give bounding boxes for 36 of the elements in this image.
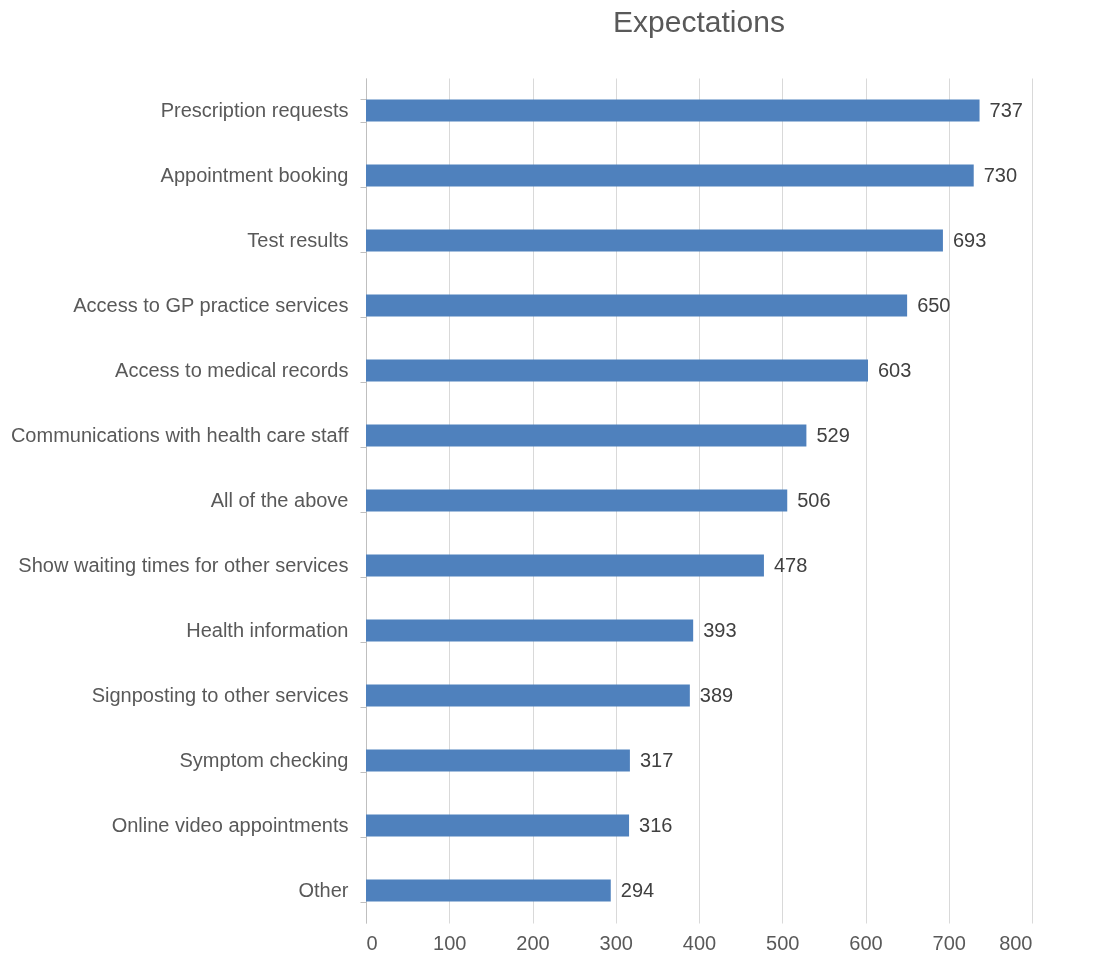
data-label: 389 xyxy=(699,683,734,706)
x-tick-label: 0 xyxy=(366,931,378,954)
data-label: 393 xyxy=(703,618,737,641)
data-label: 316 xyxy=(639,813,673,836)
data-label: 294 xyxy=(620,878,655,901)
data-label: 737 xyxy=(989,98,1023,121)
y-tick-label: Show waiting times for other services xyxy=(18,554,349,576)
y-tick-label: Access to GP practice services xyxy=(73,294,349,316)
y-tick-label: Access to medical records xyxy=(115,359,349,381)
data-label: 529 xyxy=(816,423,850,446)
x-tick-label: 600 xyxy=(849,931,883,954)
data-label: 603 xyxy=(878,358,912,381)
x-tick-label: 500 xyxy=(766,931,800,954)
y-tick-label: All of the above xyxy=(210,489,349,511)
y-tick-label: Communications with health care staff xyxy=(10,424,349,446)
y-tick-label: Symptom checking xyxy=(179,749,349,771)
y-tick-label: Online video appointments xyxy=(111,814,349,836)
chart-title: Expectations xyxy=(613,5,785,38)
data-label: 506 xyxy=(797,488,831,511)
data-label: 317 xyxy=(639,748,674,771)
y-tick-label: Signposting to other services xyxy=(91,684,349,706)
data-label: 730 xyxy=(983,163,1018,186)
data-label: 650 xyxy=(917,293,951,316)
x-tick-label: 300 xyxy=(599,931,633,954)
x-tick-label: 800 xyxy=(999,931,1033,954)
x-tick-label: 400 xyxy=(682,931,717,954)
y-tick-label: Appointment booking xyxy=(160,164,349,186)
x-tick-label: 200 xyxy=(516,931,550,954)
x-tick-label: 100 xyxy=(433,931,467,954)
y-tick-label: Other xyxy=(298,879,349,901)
y-tick-label: Test results xyxy=(247,229,349,251)
y-tick-label: Prescription requests xyxy=(160,99,349,121)
y-tick-label: Health information xyxy=(186,619,349,641)
data-label: 478 xyxy=(773,553,808,576)
x-tick-label: 700 xyxy=(932,931,966,954)
data-label: 693 xyxy=(952,228,987,251)
